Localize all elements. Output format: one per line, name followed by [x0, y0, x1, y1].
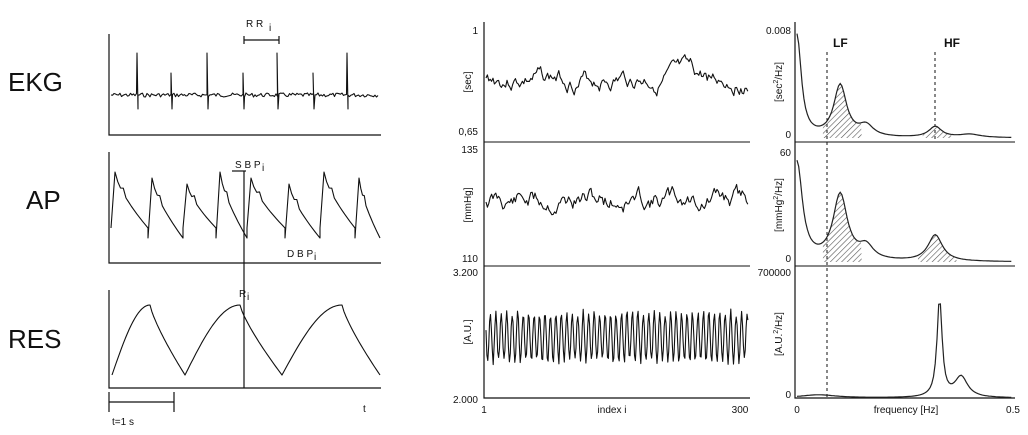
spec1-hatched-area [822, 83, 953, 138]
spec3-ylabel: [A.U.2/Hz] [773, 312, 785, 356]
spec3-ylabel-end: /Hz] [774, 312, 785, 330]
spec2-line [796, 160, 1012, 262]
spec2-ylabel: [mmHg2/Hz] [773, 178, 785, 232]
ap-axis [108, 152, 381, 264]
row-label-res: RES [8, 324, 61, 354]
spec2-ytick-top: 60 [780, 148, 792, 159]
rr-ylabel: [sec] [463, 71, 474, 92]
freq-axis-label: frequency [Hz] [874, 405, 939, 416]
spec2-hatched-area [822, 192, 957, 262]
spec2-ylabel-sup: 2 [773, 196, 780, 200]
freq-tick-0: 0 [794, 405, 800, 416]
bp-series-trace [485, 183, 749, 216]
rr-series-trace [485, 54, 749, 97]
index-tick-first: 1 [481, 405, 487, 416]
spec3-ylabel-main: [A.U. [774, 334, 785, 356]
spec1-line [796, 33, 1012, 138]
sbp-label-sub: i [262, 163, 264, 174]
time-scale-bar [108, 392, 175, 412]
dbp-label: D B P [287, 249, 313, 260]
rr-interval-bracket [243, 36, 280, 44]
res-series-trace [485, 308, 749, 366]
lf-band-label: LF [833, 36, 848, 50]
time-axis-label: t [363, 404, 366, 415]
row-label-ekg: EKG [8, 67, 63, 97]
row-label-ap: AP [26, 185, 61, 215]
dbp-label-sub: i [314, 252, 316, 263]
freq-tick-05: 0.5 [1006, 405, 1020, 416]
index-axis-label: index i [598, 405, 627, 416]
spec2-ylabel-main: [mmHg [774, 200, 785, 232]
spectra-panel: LF HF 0.008 0 [sec2/Hz] 60 0 [mmHg2/Hz] … [758, 22, 1020, 416]
rr-label: R R [246, 19, 263, 30]
res-ytick-bottom: 2.000 [453, 395, 478, 406]
index-tick-last: 300 [732, 405, 749, 416]
sbp-label: S B P [235, 160, 261, 171]
spec3-line [796, 303, 1012, 398]
spec1-ytick-bottom: 0 [785, 130, 791, 141]
bp-ytick-bottom: 110 [462, 254, 478, 265]
spec2-ylabel-end: /Hz] [774, 178, 785, 196]
rr-ytick-top: 1 [472, 26, 478, 37]
spec1-ylabel-sup: 2 [773, 80, 780, 84]
ap-trace [110, 171, 381, 239]
spec3-ylabel-sup: 2 [773, 330, 780, 334]
spectra-axis [794, 22, 1015, 399]
bp-ytick-top: 135 [461, 145, 478, 156]
spec1-ylabel-end: /Hz] [774, 62, 785, 80]
spec2-ytick-bottom: 0 [785, 254, 791, 265]
res-ylabel: [A.U.] [463, 319, 474, 344]
res-axis [108, 290, 381, 389]
rr-label-sub: i [269, 23, 271, 34]
res-trace [111, 304, 381, 376]
ri-label-sub: i [247, 292, 249, 303]
hf-band-label: HF [944, 36, 960, 50]
spec3-ytick-top: 700000 [758, 268, 792, 279]
ri-label: R [239, 289, 246, 300]
series-panel: 1 0,65 [sec] 135 110 [mmHg] 3.200 2.000 … [453, 22, 750, 416]
res-ytick-top: 3.200 [453, 268, 478, 279]
spec3-ytick-bottom: 0 [785, 390, 791, 401]
ekg-trace [110, 52, 379, 110]
spec1-ytick-top: 0.008 [766, 26, 791, 37]
rr-ytick-bottom: 0,65 [459, 127, 479, 138]
spec1-ylabel: [sec2/Hz] [773, 62, 785, 102]
bp-ylabel: [mmHg] [463, 187, 474, 222]
ekg-axis [108, 34, 381, 136]
spec1-ylabel-main: [sec [774, 84, 785, 102]
series-axis [483, 22, 750, 399]
raw-signals-panel: EKG AP RES R R i S B P i D B P i R i t=1… [8, 19, 381, 428]
time-scale-label: t=1 s [112, 417, 134, 428]
